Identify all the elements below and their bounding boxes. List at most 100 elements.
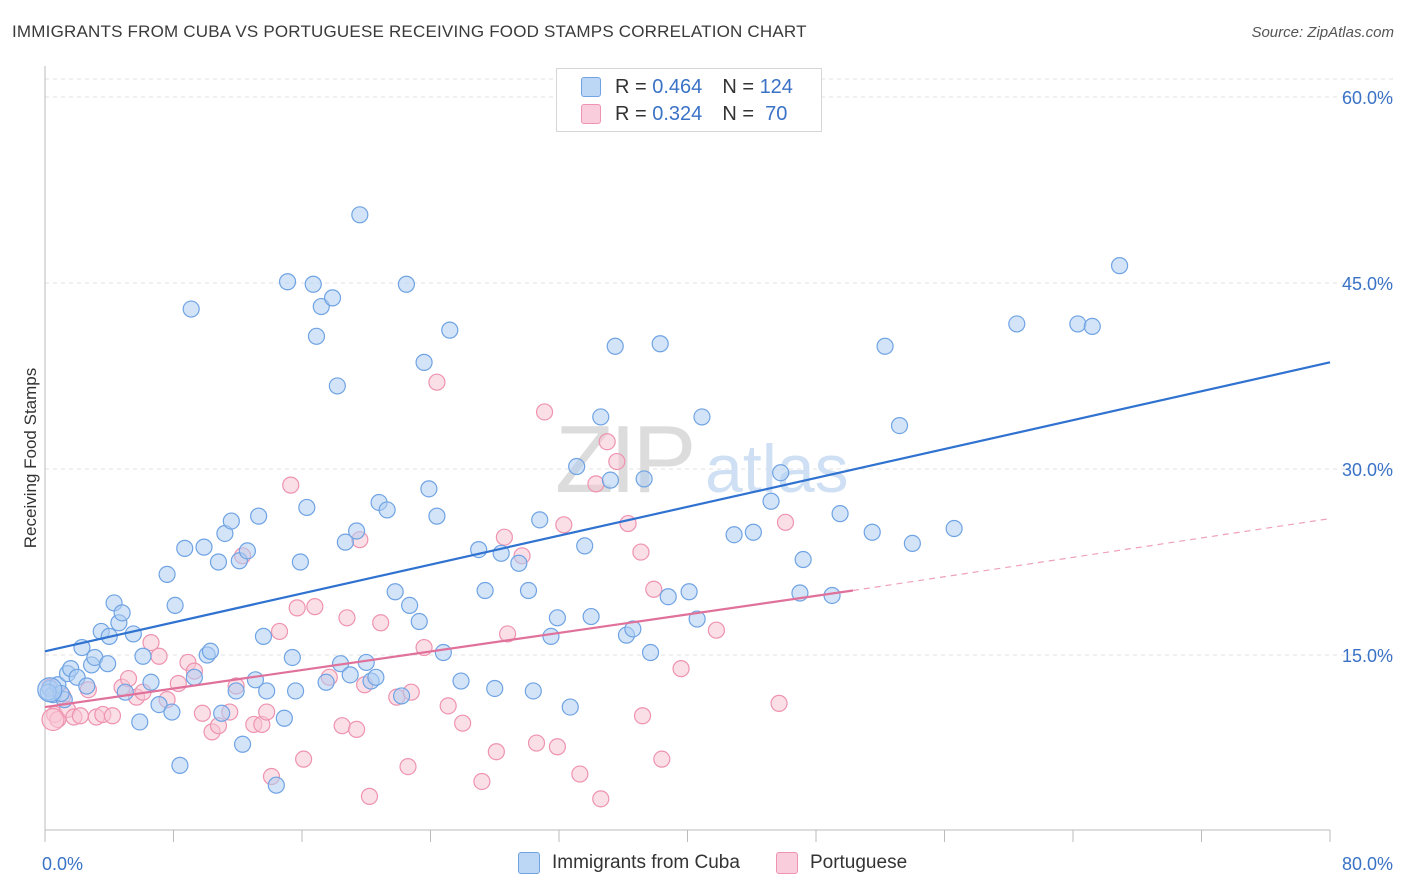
legend-row-cuba: R = 0.464 N = 124 [581,75,793,99]
cuba-point [99,655,117,673]
y-tick-label: 60.0% [1342,88,1393,108]
portuguese-point [632,543,650,561]
x-tick-label: 80.0% [1342,854,1393,874]
cuba-point [267,776,285,794]
cuba-point [227,682,245,700]
y-tick-label: 30.0% [1342,460,1393,480]
legend-r-value: 0.324 [652,102,703,125]
legend-swatch-cuba [581,77,601,97]
cuba-point [524,682,542,700]
portuguese-point [439,697,457,715]
cuba-point [582,607,600,626]
cuba-point [283,648,301,667]
portuguese-point [103,707,122,725]
portuguese-point [473,772,491,791]
portuguese-point [258,703,276,721]
cuba-point [561,698,579,716]
legend-item-portuguese: Portuguese [775,852,908,874]
portuguese-point [535,403,554,421]
cuba-point [510,554,528,572]
cuba-point [250,507,268,525]
cuba-point [312,297,330,316]
cuba-point [624,620,642,638]
cuba-point [233,735,252,753]
portuguese-point [306,598,324,616]
cuba-point [341,666,359,684]
cuba-point [176,539,194,557]
cuba-point [659,588,677,606]
cuba-point [150,695,168,714]
cuba-point [171,756,189,774]
cuba-point [336,533,354,551]
tick-labels: 15.0% 30.0% 45.0% 60.0% 0.0% 80.0% [42,88,1393,874]
portuguese-point [360,787,379,805]
cuba-point [452,672,470,690]
legend-label-cuba: Immigrants from Cuba [552,852,740,873]
cuba-point [568,457,586,476]
cuba-point [182,300,200,318]
y-tick-label: 15.0% [1342,646,1393,666]
cuba-point [486,679,504,698]
portuguese-point [707,621,726,639]
cuba-point [142,673,160,691]
portuguese-point [598,433,616,451]
cuba-point [1083,317,1101,335]
portuguese-point [776,513,795,531]
portuguese-point [487,743,505,761]
legend-r-label: R = [615,102,653,125]
axes [44,66,1331,842]
portuguese-point [282,476,300,494]
portuguese-point [288,599,306,617]
cuba-point [134,647,152,665]
cuba-point [415,353,433,371]
cuba-point [291,553,309,571]
cuba-point [945,519,963,538]
cuba-point [476,581,494,600]
cuba-point [298,498,316,517]
portuguese-point [333,717,351,735]
y-axis-label: Receiving Food Stamps [21,368,40,548]
cuba-point [592,408,610,426]
cuba-point [378,501,396,519]
cuba-point [576,537,594,555]
cuba-point [542,627,560,646]
legend-r-value: 0.464 [652,75,703,98]
portuguese-point [399,757,417,776]
source-label: Source: ZipAtlas.com [1251,24,1394,41]
cuba-point [863,523,881,541]
cuba-point [166,596,184,615]
cuba-point [688,610,706,628]
legend-n-value: 70 [759,102,788,125]
series-legend: Immigrants from Cuba Portuguese [518,852,943,874]
legend-label-portuguese: Portuguese [809,852,908,873]
cuba-point [254,627,273,646]
portuguese-point [527,734,546,752]
cuba-point [351,206,369,224]
cuba-point [37,677,63,703]
portuguese-point [428,373,446,391]
cuba-point [317,673,335,691]
cuba-point [693,408,711,426]
portuguese-point [348,720,366,739]
portuguese-point [454,714,472,732]
cuba-point [762,492,780,510]
cuba-point [548,609,566,627]
legend-swatch-cuba [518,852,540,874]
cuba-point [410,612,428,631]
cuba-point [367,668,385,686]
cuba-point [222,512,240,530]
portuguese-point [633,707,652,725]
portuguese-point [548,738,566,756]
portuguese-points [41,373,795,808]
legend-n-value: 124 [759,75,793,98]
portuguese-point [372,614,390,632]
cuba-point [392,687,411,705]
cuba-point [890,417,909,435]
portuguese-point [587,475,605,493]
cuba-point [1110,257,1129,275]
cuba-point [601,471,620,489]
grid-lines [45,78,1395,656]
cuba-trend-line [44,361,1331,653]
cuba-point [78,677,96,695]
